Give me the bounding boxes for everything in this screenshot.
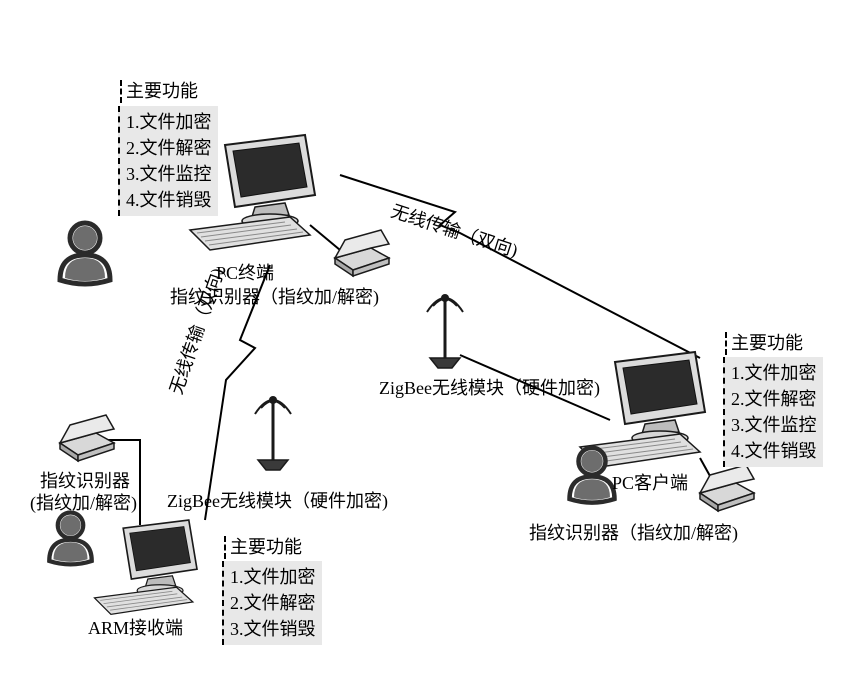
feature-item: 1.文件加密 [731, 359, 817, 385]
connector-wire-scan-top [310, 225, 340, 250]
feature-item: 4.文件销毁 [126, 186, 212, 212]
feature-box-title: 主要功能 [224, 536, 302, 559]
feature-item: 3.文件销毁 [230, 615, 316, 641]
computer-icon-pc-right [580, 352, 705, 467]
antenna-icon-ant-mid [427, 294, 463, 368]
feature-item: 2.文件解密 [731, 385, 817, 411]
feature-title-text: 主要功能 [126, 81, 198, 101]
feature-box-title: 主要功能 [725, 332, 803, 355]
feature-item: 3.文件监控 [126, 160, 212, 186]
user-icon-user-right [570, 448, 615, 503]
lbl-arm: ARM接收端 [88, 617, 183, 640]
scanner-icon-scan-top [335, 230, 389, 276]
feature-item: 4.文件销毁 [731, 437, 817, 463]
lbl-zigbee-left: ZigBee无线模块（硬件加密) [167, 490, 388, 513]
lbl-fp-scanner-left2: (指纹加/解密) [30, 492, 137, 515]
diagram-stage: 主要功能1.文件加密2.文件解密3.文件监控4.文件销毁主要功能1.文件加密2.… [0, 0, 853, 674]
feature-item: 1.文件加密 [126, 108, 212, 134]
lbl-fp-scanner-left1: 指纹识别器 [40, 470, 130, 493]
feature-item: 3.文件监控 [731, 411, 817, 437]
computer-icon-pc-bottom [95, 520, 198, 614]
feature-box: 1.文件加密2.文件解密3.文件监控4.文件销毁 [118, 106, 218, 216]
lbl-wireless-top: 无线传输（双向) [388, 200, 521, 263]
feature-box: 1.文件加密2.文件解密3.文件销毁 [222, 561, 322, 645]
antenna-icon-ant-left [255, 396, 291, 470]
feature-box-title: 主要功能 [120, 80, 198, 103]
lbl-fp-scanner-right: 指纹识别器（指纹加/解密) [529, 522, 738, 545]
scanner-icon-scan-left [60, 415, 114, 461]
feature-item: 2.文件解密 [230, 589, 316, 615]
lbl-zigbee-mid: ZigBee无线模块（硬件加密) [379, 377, 600, 400]
user-icon-user-bottom [49, 513, 92, 565]
scanner-icon-scan-right [700, 465, 754, 511]
user-icon-user-top [60, 223, 110, 284]
feature-box: 1.文件加密2.文件解密3.文件监控4.文件销毁 [723, 357, 823, 467]
feature-item: 1.文件加密 [230, 563, 316, 589]
feature-title-text: 主要功能 [731, 333, 803, 353]
connector-wire-scan-right [700, 458, 715, 485]
feature-item: 2.文件解密 [126, 134, 212, 160]
feature-title-text: 主要功能 [230, 537, 302, 557]
lbl-pc-client: PC客户端 [612, 472, 688, 495]
